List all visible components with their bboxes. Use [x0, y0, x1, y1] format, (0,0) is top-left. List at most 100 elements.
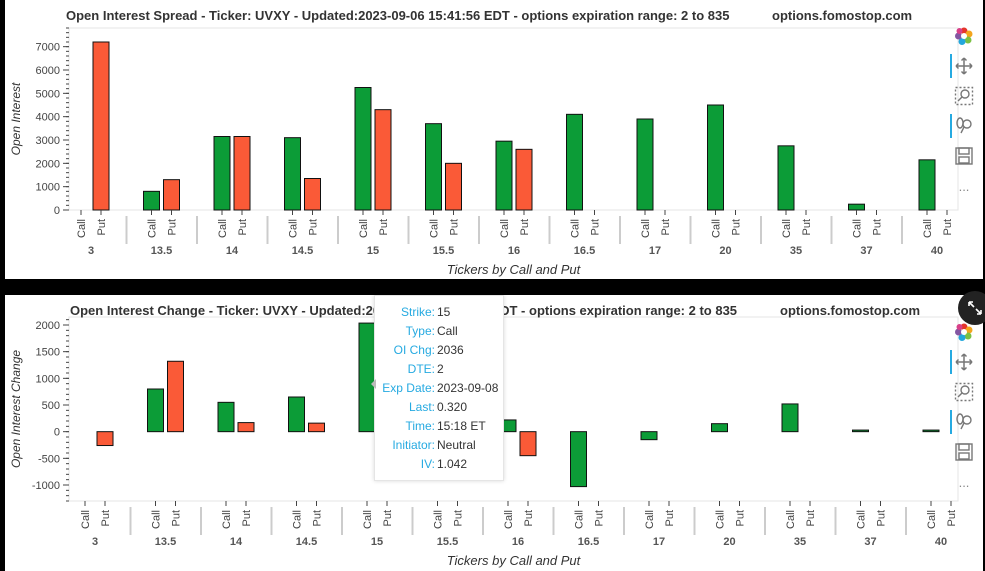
- x-category-label: 16.5: [574, 245, 595, 257]
- x-subcategory-label: Put: [100, 510, 112, 527]
- call-bar: [781, 403, 799, 433]
- y-tick-label: 6000: [36, 65, 60, 77]
- x-subcategory-label: Call: [221, 510, 233, 529]
- x-subcategory-label: Call: [856, 510, 868, 529]
- pan-icon[interactable]: [950, 350, 976, 374]
- x-subcategory-label: Put: [308, 219, 320, 236]
- more-icon[interactable]: ...: [958, 178, 970, 194]
- x-subcategory-label: Put: [449, 219, 461, 236]
- y-tick-label: 1000: [36, 182, 60, 194]
- x-category-label: 3: [88, 245, 94, 257]
- tooltip-row: DTE: 2: [375, 361, 503, 377]
- expand-icon[interactable]: [958, 291, 985, 325]
- y-tick-label: 2000: [36, 158, 60, 170]
- y-tick-label: 0: [54, 205, 60, 217]
- tooltip-value: 2036: [437, 343, 464, 357]
- x-subcategory-label: Call: [711, 219, 723, 238]
- tooltip-value: 15:18 ET: [437, 419, 486, 433]
- call-bar: [284, 137, 301, 211]
- x-subcategory-label: Put: [378, 219, 390, 236]
- x-subcategory-label: Put: [731, 219, 743, 236]
- tooltip-label: Initiator:: [392, 438, 435, 452]
- x-category-label: 13.5: [155, 536, 176, 548]
- tooltip-value: 2023-09-08: [437, 381, 499, 395]
- x-category-label: 15: [371, 536, 383, 548]
- put-bar: [515, 148, 533, 211]
- x-category-label: 14: [226, 245, 239, 257]
- put-bar: [374, 109, 392, 211]
- y-tick-label: 3000: [36, 135, 60, 147]
- x-category-label: 14.5: [296, 536, 317, 548]
- x-category-label: 16: [508, 245, 520, 257]
- x-subcategory-label: Call: [499, 219, 511, 238]
- wheel-zoom-icon[interactable]: [950, 410, 976, 434]
- tooltip-value: Call: [437, 324, 458, 338]
- x-subcategory-label: Put: [241, 510, 253, 527]
- x-category-label: 35: [790, 245, 802, 257]
- box-zoom-icon[interactable]: [952, 84, 976, 108]
- y-axis-label: Open Interest: [9, 82, 23, 155]
- x-axis-label: Tickers by Call and Put: [447, 553, 582, 568]
- x-category-label: 37: [864, 536, 876, 548]
- x-category-label: 14: [230, 536, 243, 548]
- tooltip-label: DTE:: [407, 362, 435, 376]
- tooltip-row: OI Chg: 2036: [375, 342, 503, 358]
- call-bar: [707, 104, 724, 211]
- x-category-label: 17: [653, 536, 665, 548]
- x-subcategory-label: Call: [503, 510, 515, 529]
- chart-toolbar: ...: [950, 24, 978, 204]
- x-subcategory-label: Put: [453, 510, 465, 527]
- x-category-label: 35: [794, 536, 806, 548]
- call-bar: [495, 140, 513, 211]
- open-interest-change-chart[interactable]: -1000 -500 0 500 1000 1500 2000 Open Interest C…: [5, 295, 983, 571]
- y-tick-label: -500: [38, 453, 60, 465]
- x-subcategory-label: Call: [147, 219, 159, 238]
- x-subcategory-label: Put: [167, 219, 179, 236]
- x-subcategory-label: Put: [660, 219, 672, 236]
- tooltip-row: Initiator: Neutral: [375, 437, 503, 453]
- pan-icon[interactable]: [950, 54, 976, 78]
- y-tick-label: 0: [54, 427, 60, 439]
- x-subcategory-label: Put: [96, 219, 108, 236]
- x-category-label: 20: [719, 245, 731, 257]
- open-interest-spread-chart[interactable]: 0 1000 2000 3000 4000 5000 6000 7000 Open Intere…: [5, 0, 983, 279]
- chart-site-label: options.fomostop.com: [780, 303, 921, 318]
- call-bar: [147, 388, 164, 433]
- x-category-label: 3: [92, 536, 98, 548]
- call-bar: [636, 118, 654, 211]
- call-bar: [570, 431, 587, 488]
- tooltip-row: Strike: 15: [375, 304, 503, 320]
- tooltip-label: OI Chg:: [393, 343, 435, 357]
- x-subcategory-label: Call: [574, 510, 586, 529]
- x-subcategory-label: Call: [785, 510, 797, 529]
- x-category-label: 40: [935, 536, 947, 548]
- save-icon[interactable]: [952, 440, 976, 464]
- call-bar: [640, 431, 658, 441]
- tooltip-value: 1.042: [437, 457, 468, 471]
- x-subcategory-label: Call: [151, 510, 163, 529]
- call-bar: [918, 159, 936, 211]
- call-bar: [217, 401, 235, 433]
- x-subcategory-label: Call: [715, 510, 727, 529]
- wheel-zoom-icon[interactable]: [950, 114, 976, 138]
- x-category-label: 15.5: [433, 245, 454, 257]
- call-bar: [358, 322, 376, 433]
- bokeh-logo-icon[interactable]: [952, 320, 976, 344]
- x-subcategory-label: Call: [292, 510, 304, 529]
- save-icon[interactable]: [952, 144, 976, 168]
- call-bar: [425, 123, 442, 211]
- x-category-label: 15.5: [437, 536, 458, 548]
- put-bar: [304, 178, 321, 211]
- x-subcategory-label: Put: [519, 219, 531, 236]
- x-subcategory-label: Call: [852, 219, 864, 238]
- x-axis-label: Tickers by Call and Put: [447, 262, 582, 277]
- tooltip-label: Strike:: [400, 305, 435, 319]
- put-bar: [233, 136, 251, 211]
- x-subcategory-label: Call: [570, 219, 582, 238]
- call-bar: [852, 429, 869, 433]
- bokeh-logo-icon[interactable]: [952, 24, 976, 48]
- more-icon[interactable]: ...: [958, 474, 970, 490]
- chart-title: Open Interest Spread - Ticker: UVXY - Up…: [66, 8, 730, 23]
- box-zoom-icon[interactable]: [952, 380, 976, 404]
- x-subcategory-label: Put: [312, 510, 324, 527]
